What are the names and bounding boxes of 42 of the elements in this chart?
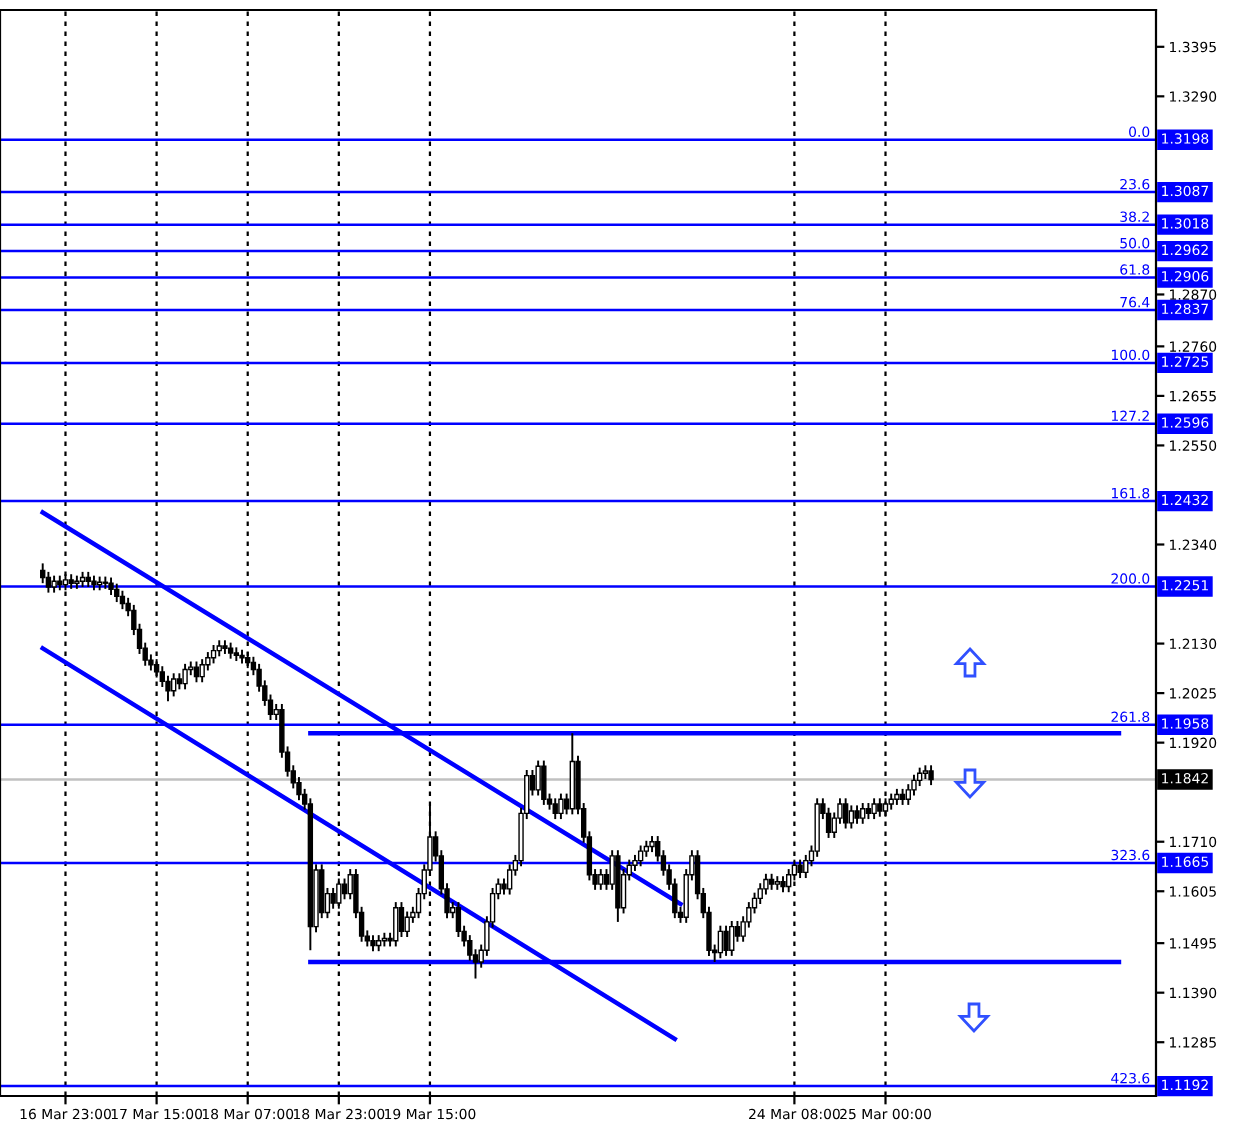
candlestick: [170, 672, 177, 698]
candlestick: [199, 658, 205, 684]
candlestick: [729, 920, 735, 957]
candlestick: [569, 732, 575, 816]
candlestick: [905, 783, 911, 806]
candlestick: [825, 806, 832, 839]
candlestick: [928, 764, 934, 787]
candlestick: [558, 792, 564, 821]
candlestick: [193, 660, 200, 684]
candlestick: [854, 804, 860, 825]
candlestick: [871, 797, 877, 821]
candlestick: [114, 582, 120, 604]
candlestick: [598, 868, 604, 891]
candlestick: [393, 901, 399, 948]
candlestick: [330, 886, 336, 910]
candlestick: [842, 797, 849, 830]
candlestick: [803, 853, 809, 880]
candlestick: [182, 662, 188, 691]
candlestick: [319, 863, 325, 920]
candlestick: [717, 924, 724, 960]
candlestick: [40, 562, 46, 585]
candlestick: [552, 797, 558, 821]
candlestick: [541, 759, 547, 806]
candlestick: [210, 644, 217, 665]
candlestick: [165, 674, 171, 703]
candlestick: [341, 877, 348, 901]
candlestick: [848, 804, 855, 830]
candlestick: [916, 766, 923, 788]
candlestick: [45, 570, 52, 594]
candlestick: [814, 797, 820, 858]
candlestick: [763, 872, 769, 896]
candlestick: [455, 901, 462, 938]
candlestick: [757, 882, 763, 905]
candlestick: [119, 589, 126, 611]
candlestick: [860, 802, 866, 825]
candlestick: [506, 863, 513, 896]
candlestick: [911, 773, 917, 797]
candlestick: [404, 910, 410, 938]
candlestick: [637, 844, 644, 868]
candlestick: [535, 759, 541, 797]
candlestick: [723, 924, 729, 957]
candlestick: [398, 901, 405, 938]
